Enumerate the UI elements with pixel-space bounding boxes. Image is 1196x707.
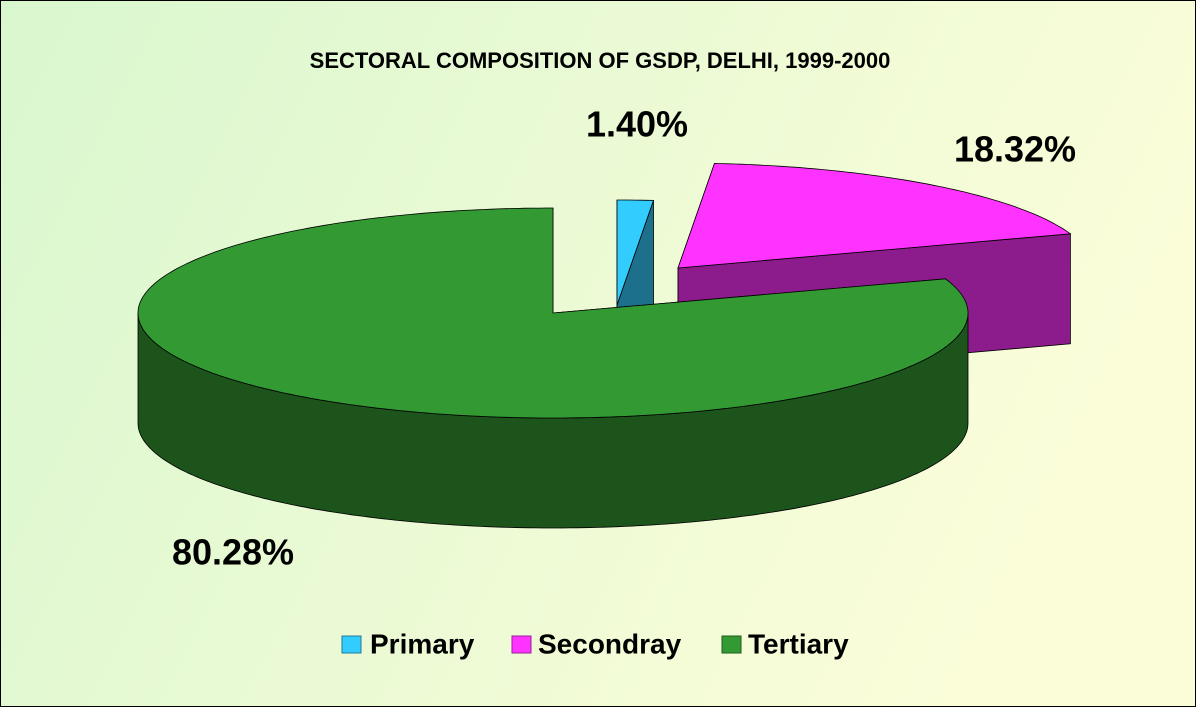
data-label: 18.32% bbox=[954, 129, 1076, 170]
slice bbox=[616, 199, 655, 306]
data-label: 80.28% bbox=[172, 532, 294, 573]
chart-title: SECTORAL COMPOSITION OF GSDP, DELHI, 199… bbox=[310, 48, 891, 73]
legend-swatch bbox=[341, 635, 362, 654]
data-label: 1.40% bbox=[586, 104, 688, 145]
slice bbox=[137, 207, 969, 419]
legend-label: Secondray bbox=[538, 628, 682, 659]
legend-label: Primary bbox=[370, 628, 475, 659]
legend-swatch bbox=[511, 635, 532, 654]
legend-swatch bbox=[721, 635, 742, 654]
slice bbox=[677, 162, 1072, 269]
legend-label: Tertiary bbox=[748, 628, 849, 659]
